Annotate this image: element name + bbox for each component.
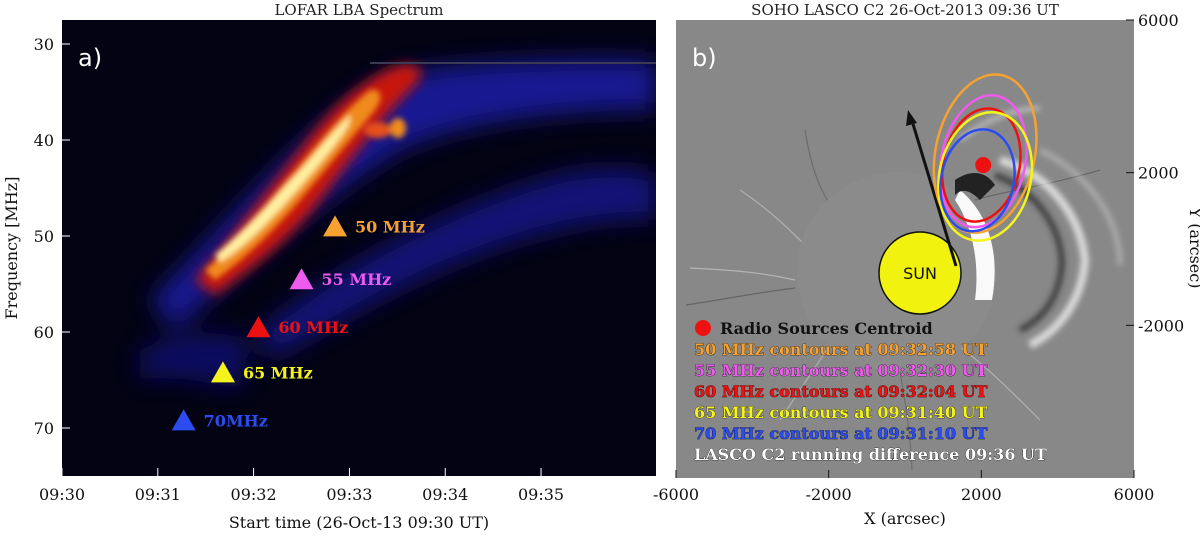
spectrum-x-tick-label: 09:34 <box>422 485 468 504</box>
spectrum-y-tick-label: 60 <box>34 323 54 342</box>
frequency-marker-label: 70MHz <box>204 411 268 430</box>
legend-entry: 55 MHz contours at 09:32:30 UT <box>694 361 988 380</box>
sun-label: SUN <box>903 264 937 283</box>
spectrum-title: LOFAR LBA Spectrum <box>274 1 443 19</box>
spectrum-y-axis-label: Frequency [MHz] <box>2 177 21 320</box>
lasco-y-ticks: 6000 2000 -2000 <box>1126 11 1184 335</box>
frequency-marker-label: 65 MHz <box>243 363 313 382</box>
lasco-y-tick-label: 6000 <box>1138 11 1179 30</box>
lasco-x-axis-label: X (arcsec) <box>864 509 946 528</box>
spectrum-panel-label: a) <box>78 44 102 72</box>
legend-centroid-dot <box>695 320 711 336</box>
frequency-marker-label: 55 MHz <box>322 270 392 289</box>
lasco-title: SOHO LASCO C2 26-Oct-2013 09:36 UT <box>751 1 1059 19</box>
spectrum-y-tick-label: 70 <box>34 419 54 438</box>
spectrum-y-tick-label: 50 <box>34 227 54 246</box>
lasco-x-tick-label: -6000 <box>653 485 699 504</box>
spectrum-x-tick-label: 09:30 <box>39 485 85 504</box>
spectrum-y-tick-label: 40 <box>34 131 54 150</box>
lasco-y-tick-label: -2000 <box>1138 316 1184 335</box>
lasco-x-tick-label: 2000 <box>961 485 1002 504</box>
legend-entry: 70 MHz contours at 09:31:10 UT <box>694 424 988 443</box>
radio-sources-centroid <box>975 157 992 174</box>
radio-contour <box>938 94 1028 229</box>
legend-entry: LASCO C2 running difference 09:36 UT <box>694 445 1047 464</box>
lasco-x-tick-label: -2000 <box>806 485 852 504</box>
lasco-legend: Radio Sources Centroid 50 MHz contours at… <box>694 319 1048 464</box>
lasco-x-ticks: -6000 -2000 2000 6000 <box>653 470 1154 504</box>
lasco-y-tick-label: 2000 <box>1138 164 1179 183</box>
spectrum-x-tick-label: 09:32 <box>231 485 277 504</box>
radio-contour <box>937 111 1034 242</box>
spectrum-y-ticks: 30 40 50 60 70 <box>34 35 70 438</box>
frequency-marker-triangle <box>289 268 314 290</box>
lasco-y-axis-label: Y (arcsec) <box>1186 207 1200 289</box>
legend-entry: 60 MHz contours at 09:32:04 UT <box>694 382 988 401</box>
frequency-marker-triangle <box>246 316 271 338</box>
sun-disk <box>878 231 962 315</box>
frequency-marker-label: 50 MHz <box>355 217 425 236</box>
frequency-marker-triangle <box>171 409 196 431</box>
spectrum-x-axis-label: Start time (26-Oct-13 09:30 UT) <box>229 513 489 532</box>
lasco-panel: SOHO LASCO C2 26-Oct-2013 09:36 UT <box>653 1 1200 528</box>
spectrum-x-ticks: 09:30 09:31 09:32 09:33 09:34 09:35 <box>39 468 564 504</box>
legend-entry: Radio Sources Centroid <box>720 319 933 338</box>
legend-entry: 65 MHz contours at 09:31:40 UT <box>694 403 988 422</box>
cme-direction-arrow <box>911 123 958 267</box>
frequency-marker-triangle <box>323 215 348 237</box>
frequency-marker-triangle <box>210 361 235 383</box>
radio-contour <box>939 128 1016 233</box>
frequency-marker-label: 60 MHz <box>278 318 348 337</box>
spectrum-panel: LOFAR LBA Spectrum a) 50 M <box>2 1 656 532</box>
spectrum-markers: 50 MHz 55 MHz 60 MHz 65 MHz 70MHz <box>171 215 425 431</box>
spectrum-y-tick-label: 30 <box>34 35 54 54</box>
lasco-x-tick-label: 6000 <box>1114 485 1155 504</box>
spectrum-x-tick-label: 09:31 <box>135 485 181 504</box>
spectrum-heatmap <box>140 59 656 390</box>
spectrum-x-tick-label: 09:33 <box>326 485 372 504</box>
spectrum-x-tick-label: 09:35 <box>518 485 564 504</box>
radio-contours <box>932 73 1038 242</box>
lasco-background: SUN <box>685 73 1123 471</box>
legend-entry: 50 MHz contours at 09:32:58 UT <box>694 340 988 359</box>
lasco-panel-label: b) <box>692 44 717 72</box>
